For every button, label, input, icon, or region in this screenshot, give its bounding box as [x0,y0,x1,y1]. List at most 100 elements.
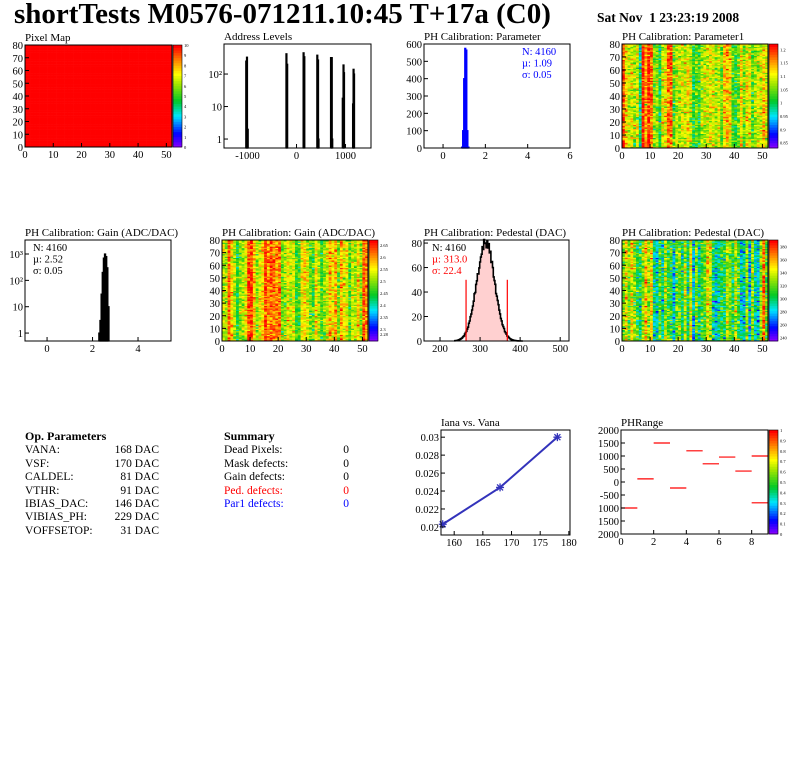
heatmap-cell [70,135,74,138]
heatmap-cell [143,121,147,124]
heatmap-cell [25,108,29,111]
heatmap-cell [36,116,40,118]
heatmap-cell [92,50,96,52]
heatmap-cell [84,135,88,138]
heatmap-cell [27,93,31,96]
heatmap-cell [143,120,147,122]
heatmap-cell [30,124,34,126]
heatmap-cell [39,144,43,147]
heatmap-cell [64,141,68,144]
heatmap-cell [67,118,71,121]
heatmap-cell [109,81,113,84]
heatmap-cell [36,57,40,60]
heatmap-cell [87,94,91,97]
heatmap-cell [67,126,71,129]
heatmap-cell [75,140,80,143]
heatmap-cell [135,98,139,101]
heatmap-cell [132,112,136,115]
heatmap-cell [95,69,99,71]
heatmap-cell [90,71,94,74]
heatmap-cell [98,110,102,112]
heatmap-cell [25,130,29,132]
heatmap-cell [73,83,77,85]
heatmap-cell [101,65,105,67]
heatmap-cell [67,56,71,59]
heatmap-cell [81,103,85,106]
heatmap-cell [75,67,80,70]
heatmap-cell [78,102,82,104]
heatmap-cell [67,124,71,126]
palette-swatch [173,103,182,107]
heatmap-cell [25,78,29,80]
heatmap-cell [138,59,142,61]
heatmap-cell [27,107,31,110]
heatmap-cell [53,127,57,130]
heatmap-cell [132,144,136,147]
heatmap-cell [92,51,96,53]
heatmap-cell [44,102,48,104]
heatmap-cell [126,111,130,113]
heatmap-cell [92,97,96,99]
heatmap-cell [106,84,111,87]
heatmap-cell [95,46,99,48]
heatmap-cell [92,83,96,85]
heatmap-cell [112,140,116,143]
heatmap-cell [104,144,108,147]
heatmap-cell [106,90,111,93]
heatmap-cell [118,53,122,56]
heatmap-cell [27,46,31,48]
heatmap-cell [70,76,74,79]
heatmap-cell [81,74,85,76]
heatmap-cell [104,74,108,76]
heatmap-cell [126,51,130,53]
heatmap-cell [101,138,105,140]
heatmap-cell [115,130,119,132]
heatmap-cell [67,117,71,120]
heatmap-cell [143,118,147,121]
heatmap-cell [135,81,139,84]
heatmap-cell [78,80,82,83]
heatmap-cell [81,125,85,127]
heatmap-cell [30,87,34,89]
palette-swatch [173,50,182,54]
heatmap-cell [106,120,111,122]
heatmap-cell [112,55,116,57]
heatmap-cell [121,124,125,126]
heatmap-cell [104,65,108,67]
heatmap-cell [58,126,63,129]
heatmap-cell [115,47,119,50]
heatmap-cell [95,131,99,134]
heatmap-cell [121,125,125,127]
heatmap-cell [106,110,111,112]
heatmap-cell [140,110,145,112]
heatmap-cell [44,139,48,141]
heatmap-cell [70,130,74,132]
heatmap-cell [126,130,130,132]
heatmap-cell [140,124,145,126]
heatmap-cell [118,98,122,101]
heatmap-cell [143,50,147,52]
heatmap-cell [121,51,125,53]
heatmap-cell [30,107,34,110]
heatmap-cell [58,130,63,132]
heatmap-cell [75,141,80,144]
heatmap-cell [39,56,43,59]
heatmap-cell [112,116,116,118]
heatmap-cell [30,99,34,102]
heatmap-cell [104,59,108,61]
heatmap-cell [106,48,111,51]
heatmap-cell [101,85,105,88]
heatmap-cell [90,88,94,90]
heatmap-cell [98,115,102,117]
heatmap-cell [104,140,108,143]
heatmap-cell [41,90,46,93]
heatmap-cell [129,64,133,66]
palette-swatch [173,45,182,48]
heatmap-cell [126,50,130,52]
heatmap-cell [95,108,99,111]
heatmap-cell [27,53,31,56]
heatmap-cell [87,134,91,136]
heatmap-cell [109,46,113,48]
heatmap-cell [81,97,85,99]
heatmap-cell [118,136,122,139]
